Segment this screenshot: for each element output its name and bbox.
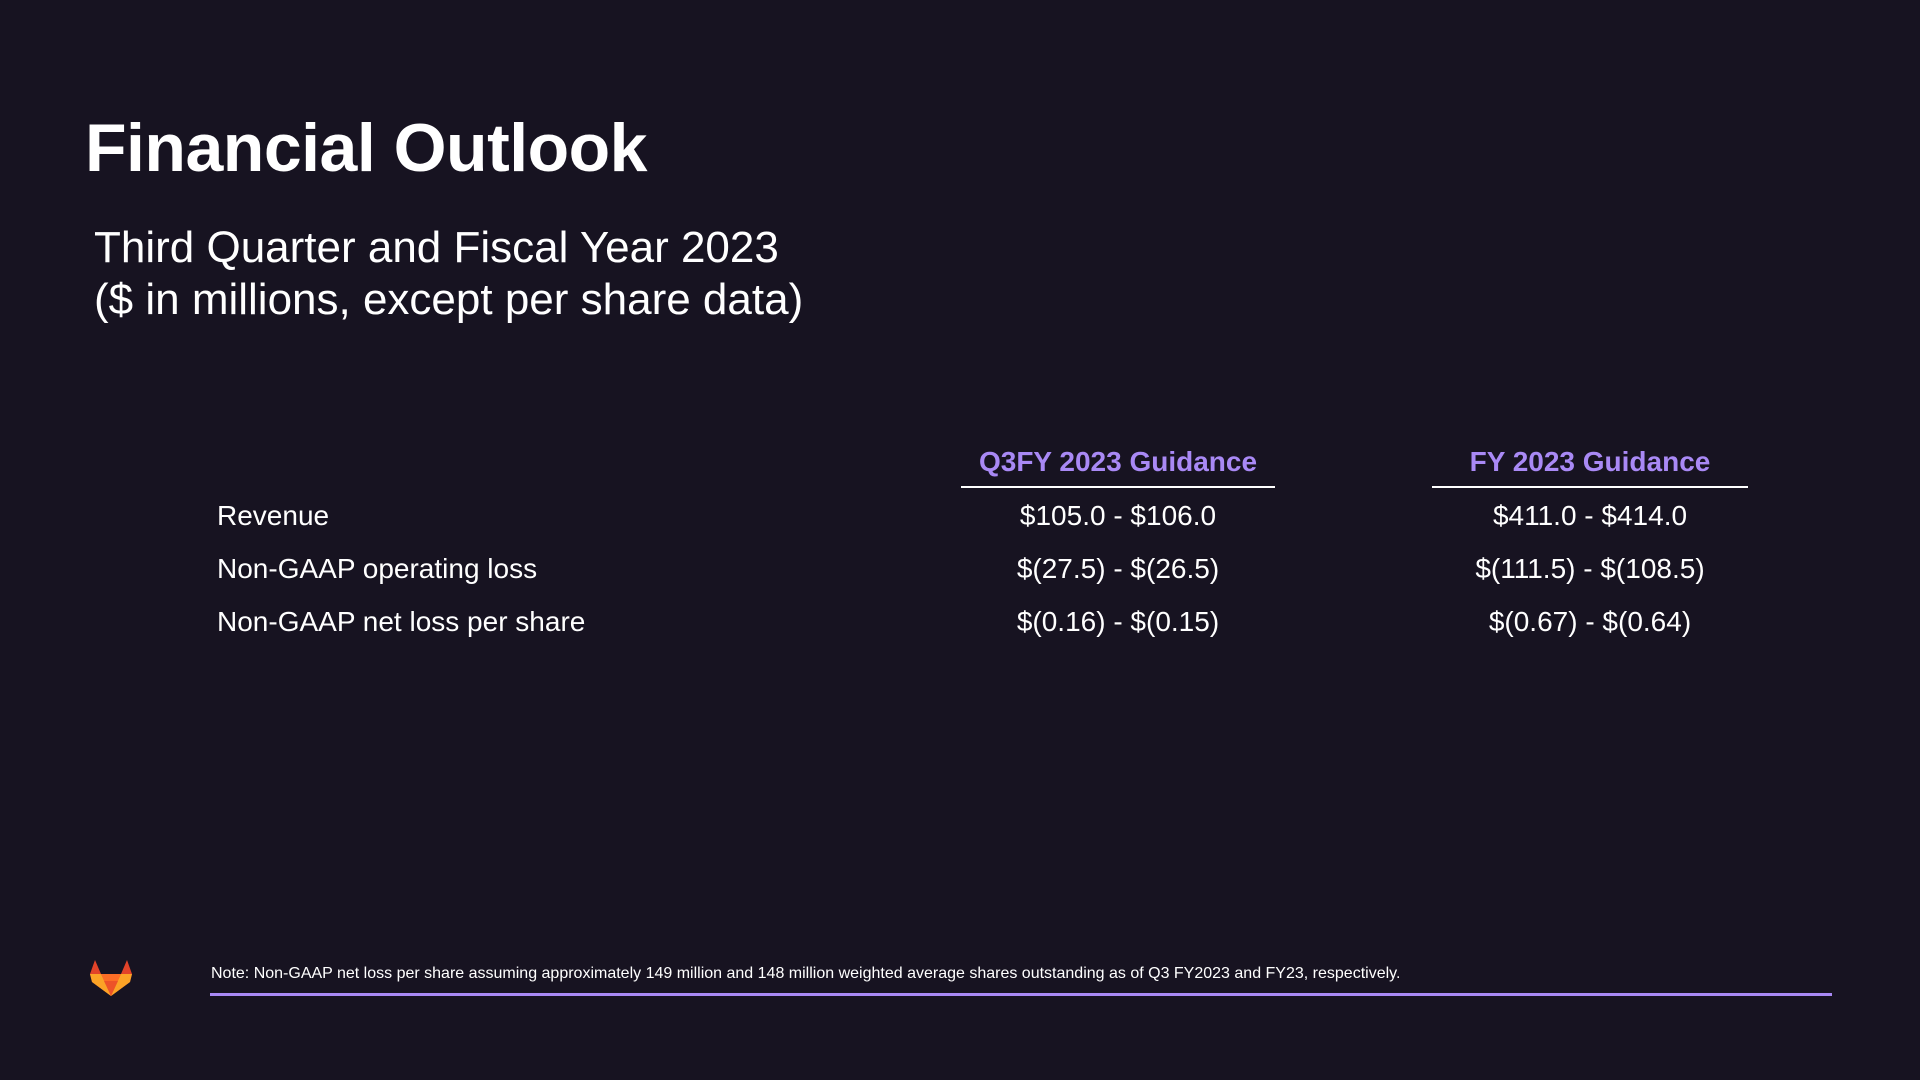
column-header-fy-guidance: FY 2023 Guidance (1432, 444, 1748, 488)
subtitle-line-2: ($ in millions, except per share data) (94, 275, 804, 324)
footer-accent-divider (210, 993, 1832, 996)
fy-guidance-value: $(111.5) - $(108.5) (1475, 553, 1705, 584)
q3-guidance-value: $(0.16) - $(0.15) (1016, 606, 1220, 637)
subtitle-line-1: Third Quarter and Fiscal Year 2023 (94, 223, 779, 272)
row-label: Non-GAAP operating loss (217, 553, 538, 584)
table-row-net-loss-per-share: Non-GAAP net loss per share $(0.16) - $(… (0, 602, 1920, 642)
row-label: Revenue (217, 500, 330, 531)
footnote: Note: Non-GAAP net loss per share assumi… (211, 965, 1401, 982)
column-header-q3-guidance: Q3FY 2023 Guidance (961, 444, 1275, 488)
subtitle: Third Quarter and Fiscal Year 2023 ($ in… (94, 222, 803, 326)
gitlab-fox-logo-icon (90, 960, 132, 996)
page-title: Financial Outlook (85, 110, 648, 186)
fy-guidance-value: $(0.67) - $(0.64) (1488, 606, 1692, 637)
q3-guidance-value: $(27.5) - $(26.5) (1016, 553, 1220, 584)
q3-guidance-value: $105.0 - $106.0 (1019, 500, 1217, 531)
table-row-operating-loss: Non-GAAP operating loss $(27.5) - $(26.5… (0, 549, 1920, 589)
row-label: Non-GAAP net loss per share (217, 606, 586, 637)
table-row-revenue: Revenue $105.0 - $106.0 $411.0 - $414.0 (0, 496, 1920, 536)
fy-guidance-value: $411.0 - $414.0 (1492, 500, 1688, 531)
